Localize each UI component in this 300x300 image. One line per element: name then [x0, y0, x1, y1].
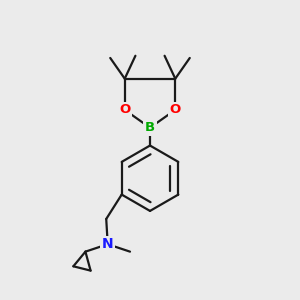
Text: O: O	[119, 103, 130, 116]
Text: N: N	[102, 237, 113, 251]
Text: O: O	[169, 103, 181, 116]
Text: B: B	[145, 121, 155, 134]
